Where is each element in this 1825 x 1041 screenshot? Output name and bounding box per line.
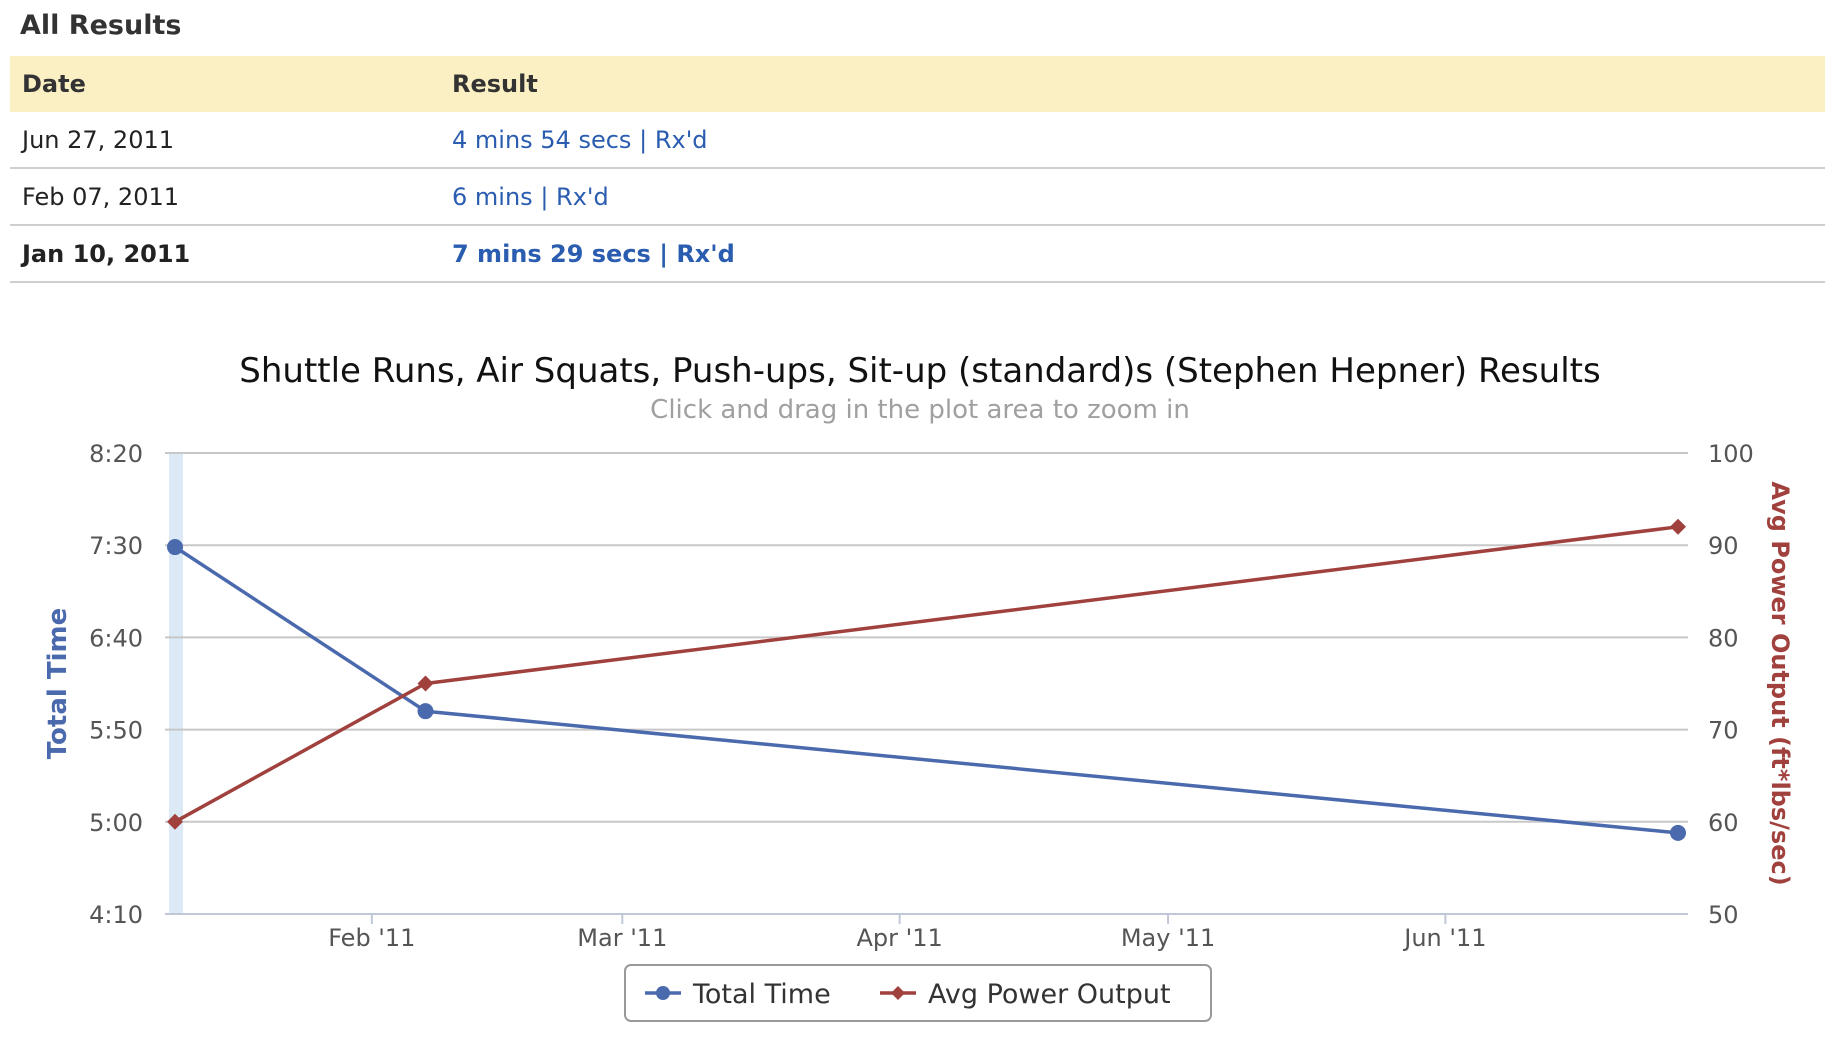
y-left-axis-title: Total Time xyxy=(43,608,73,759)
x-tick-label: Apr '11 xyxy=(857,924,943,952)
result-cell: 4 mins 54 secs | Rx'd xyxy=(452,112,1825,169)
avg-power-point[interactable] xyxy=(417,675,434,692)
legend-total-time-marker xyxy=(656,986,670,1000)
rxd-link[interactable]: Rx'd xyxy=(676,239,735,268)
avg-power-point[interactable] xyxy=(167,813,183,830)
table-header-row: Date Result xyxy=(10,56,1825,112)
legend-avg-power-marker xyxy=(891,986,905,1000)
y-left-tick-label: 8:20 xyxy=(89,440,143,468)
table-row: Feb 07, 2011 6 mins | Rx'd xyxy=(10,168,1825,226)
rxd-link[interactable]: Rx'd xyxy=(654,125,708,154)
result-time-link[interactable]: 7 mins 29 secs xyxy=(452,239,651,268)
result-cell: 6 mins | Rx'd xyxy=(452,168,1825,226)
selection-band xyxy=(169,453,183,914)
results-chart[interactable]: Shuttle Runs, Air Squats, Push-ups, Sit-… xyxy=(0,330,1825,1041)
y-right-tick-label: 90 xyxy=(1708,532,1739,560)
result-time-link[interactable]: 6 mins xyxy=(452,182,533,211)
result-date: Jun 27, 2011 xyxy=(10,112,452,169)
y-right-tick-label: 70 xyxy=(1708,717,1739,745)
section-title: All Results xyxy=(20,10,182,41)
result-separator: | xyxy=(659,239,668,268)
avg-power-line xyxy=(174,525,1679,824)
total-time-point[interactable] xyxy=(167,539,183,556)
result-time-link[interactable]: 4 mins 54 secs xyxy=(452,125,632,154)
y-right-tick-label: 100 xyxy=(1708,440,1754,468)
result-separator: | xyxy=(540,182,549,211)
x-tick-label: Jun '11 xyxy=(1402,924,1486,952)
date-column-header: Date xyxy=(10,56,452,112)
legend-avg-power-label: Avg Power Output xyxy=(928,979,1171,1010)
legend-box xyxy=(624,964,1212,1022)
rxd-link[interactable]: Rx'd xyxy=(556,182,609,211)
chart-subtitle: Click and drag in the plot area to zoom … xyxy=(650,395,1190,425)
result-cell: 7 mins 29 secs | Rx'd xyxy=(452,225,1825,283)
x-tick-label: Mar '11 xyxy=(577,924,667,952)
table-row: Jun 27, 2011 4 mins 54 secs | Rx'd xyxy=(10,112,1825,169)
legend-total-time-label: Total Time xyxy=(692,979,831,1010)
total-time-point[interactable] xyxy=(1670,824,1686,841)
x-tick-label: May '11 xyxy=(1121,924,1215,952)
result-date: Jan 10, 2011 xyxy=(10,225,452,283)
y-right-tick-label: 50 xyxy=(1708,901,1739,929)
x-tick-label: Feb '11 xyxy=(328,924,415,952)
y-right-tick-label: 80 xyxy=(1708,624,1739,652)
result-column-header: Result xyxy=(452,56,1825,112)
total-time-line xyxy=(174,545,1679,835)
y-left-tick-label: 4:10 xyxy=(89,901,143,929)
y-left-tick-label: 7:30 xyxy=(89,532,143,560)
chart-title: Shuttle Runs, Air Squats, Push-ups, Sit-… xyxy=(239,351,1600,391)
y-left-tick-label: 5:50 xyxy=(89,717,143,745)
total-time-point[interactable] xyxy=(417,703,434,720)
y-left-tick-label: 5:00 xyxy=(89,809,143,837)
table-row: Jan 10, 2011 7 mins 29 secs | Rx'd xyxy=(10,225,1825,283)
result-date: Feb 07, 2011 xyxy=(10,168,452,226)
y-left-tick-label: 6:40 xyxy=(89,624,143,652)
y-right-tick-label: 60 xyxy=(1708,809,1739,837)
results-table: Date Result Jun 27, 2011 4 mins 54 secs … xyxy=(10,56,1825,283)
result-separator: | xyxy=(639,125,648,154)
y-right-axis-title: Avg Power Output (ft*lbs/sec) xyxy=(1766,481,1794,885)
avg-power-point[interactable] xyxy=(1670,518,1686,535)
